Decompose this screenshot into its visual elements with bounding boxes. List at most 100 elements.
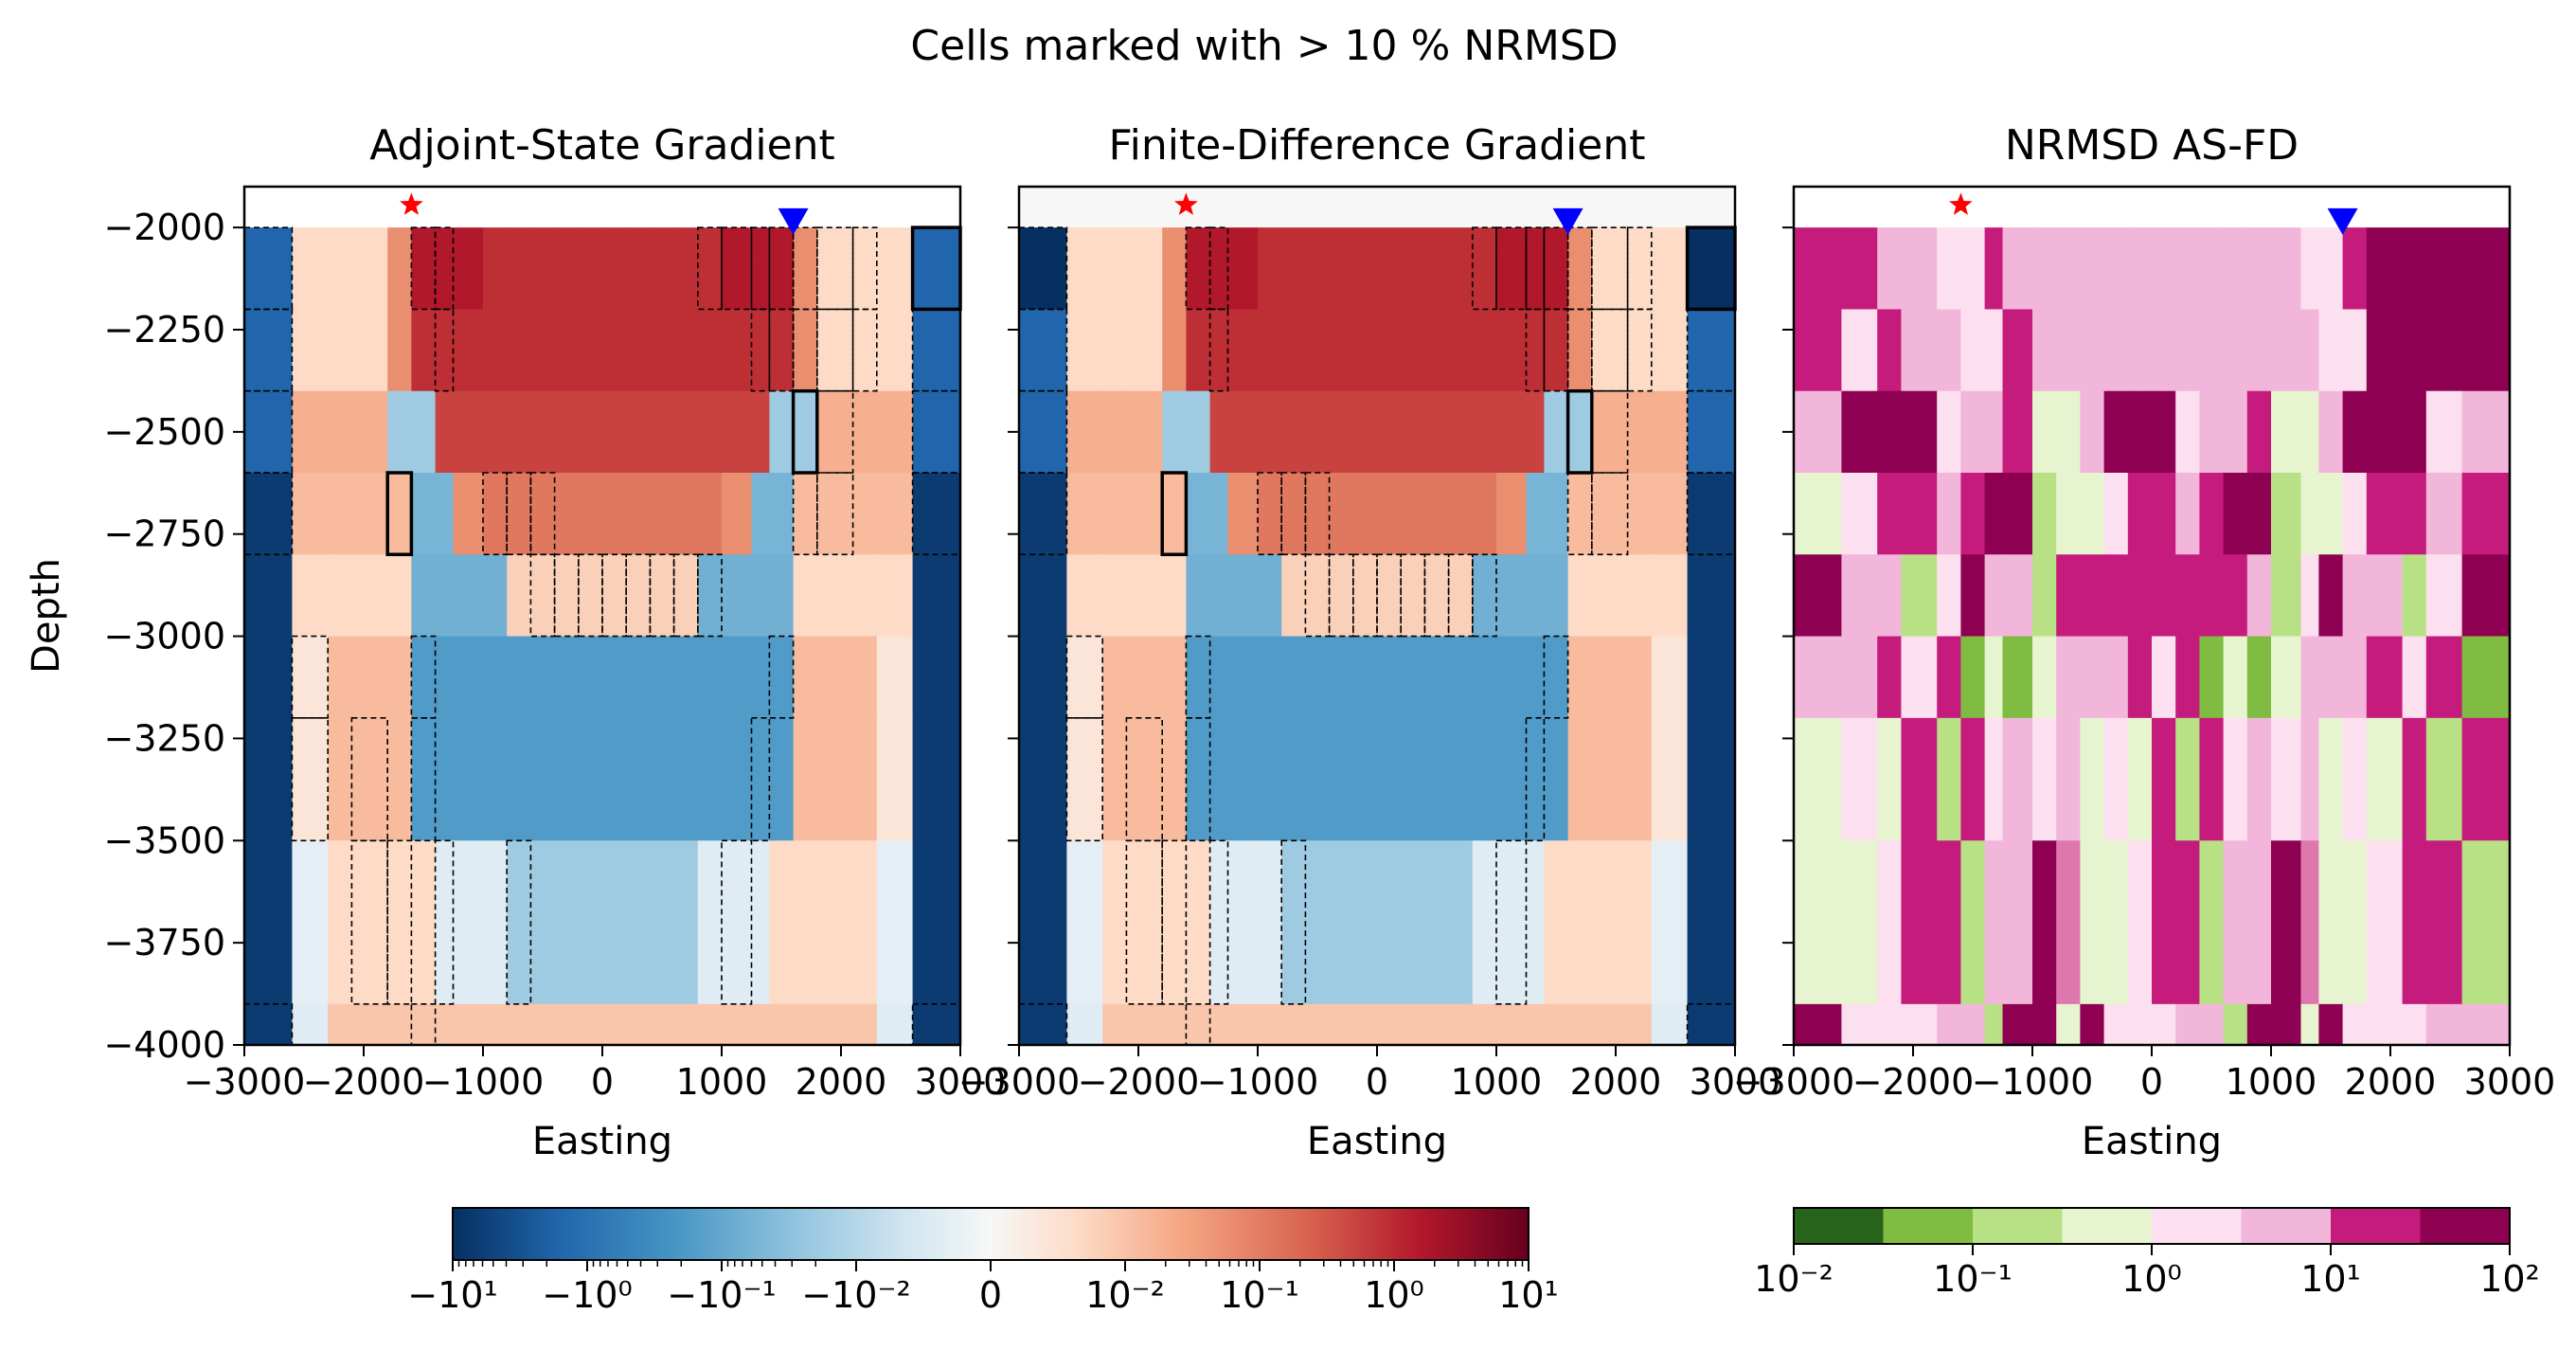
heatmap-cell [1984,840,2003,1005]
highlight-box [750,226,771,311]
heatmap-cell [1126,840,1163,1005]
heatmap-cell [1901,717,1938,841]
heatmap-cell [292,717,329,841]
heatmap-cell [1544,390,1569,474]
heatmap-cell [411,473,437,555]
heatmap-cell [1019,717,1067,841]
heatmap-cell [2152,554,2176,638]
heatmap-cell [1877,390,1902,474]
heatmap-cell [1937,309,1961,392]
y-ticks [1008,226,1019,1046]
heatmap-cell [244,1003,293,1046]
heatmap-cell [1526,1003,1545,1046]
heatmap-cell [530,717,556,841]
heatmap-cell [1424,309,1450,392]
heatmap-cell [1352,554,1378,638]
heatmap-cell [2056,1003,2081,1046]
heatmap-cell [1937,636,1961,719]
x-tick-label: 1000 [1451,1061,1543,1103]
heatmap-cell [1352,227,1378,310]
heatmap-cell [1937,840,1961,1005]
x-axis-label: Easting [1307,1120,1447,1163]
heatmap-cell [578,636,603,719]
x-tick-label: −2000 [303,1061,425,1103]
heatmap-cell [2402,227,2427,310]
heatmap-cell [2342,227,2368,310]
x-tick-label: 0 [591,1061,614,1103]
highlight-box [1208,226,1229,311]
heatmap-cell [1591,309,1629,392]
heatmap-cell [1472,554,1497,638]
heatmap-cell [1526,636,1545,719]
y-tick-label: −2750 [103,513,225,555]
heatmap-cell [1102,309,1127,392]
highlight-box [1472,553,1497,638]
heatmap-cell [2175,227,2200,310]
highlight-box [768,308,795,392]
heatmap-cell [1448,717,1474,841]
heatmap-cell [1651,1003,1689,1046]
heatmap-cell [507,227,531,310]
heatmap-cell [554,554,580,638]
heatmap-cell [1472,717,1497,841]
heatmap-cell [328,309,352,392]
heatmap-cell [2402,390,2427,474]
heatmap-cell [2366,309,2404,392]
heatmap-cell [2402,636,2427,719]
heatmap-cell [751,554,770,638]
heatmap-cell [1651,554,1689,638]
heatmap-cell [2032,473,2057,555]
heatmap-cell [2461,473,2511,555]
heatmap-cell [2461,1003,2511,1046]
heatmap-cell [1472,309,1497,392]
heatmap-cell [292,636,329,719]
heatmap-cell [852,1003,878,1046]
highlight-box [1447,553,1474,638]
heatmap-cell [1448,840,1474,1005]
heatmap-cell [483,840,508,1005]
heatmap-cell [411,227,437,310]
heatmap-cell [602,309,627,392]
heatmap-cell [1526,227,1545,310]
heatmap-cell [1496,554,1527,638]
heatmap-cell [411,554,437,638]
heatmap-cell [2032,1003,2057,1046]
heatmap-cell [602,554,627,638]
heatmap-cell [1305,636,1331,719]
heatmap-cell [2300,1003,2319,1046]
heatmap-cells [1794,187,2511,1046]
heatmap-cell [816,473,854,555]
heatmap-cell [2056,473,2081,555]
heatmap-cell [1401,636,1425,719]
heatmap-cell [507,840,531,1005]
heatmap-cell [1227,473,1259,555]
heatmap-cell [673,636,699,719]
heatmap-cell [697,840,723,1005]
heatmap-cell [1591,1003,1629,1046]
heatmap-cell [697,636,723,719]
x-tick-label: 1000 [2226,1061,2317,1103]
heatmap-cell [2318,473,2344,555]
heatmap-cell [1401,554,1425,638]
highlight-box [482,472,509,556]
heatmap-cell [1841,227,1878,310]
heatmap-cell [328,636,352,719]
heatmap-cell [1329,554,1354,638]
heatmap-cell [2300,636,2319,719]
heatmap-cell [1281,636,1306,719]
heatmap-cell [2318,636,2344,719]
heatmap-cell [1937,390,1961,474]
heatmap-cell [2056,309,2081,392]
heatmap-cell [1984,554,2003,638]
heatmap-cell [1651,717,1689,841]
heatmap-cell [578,309,603,392]
heatmap-cell [554,473,580,555]
heatmap-cell [697,227,723,310]
colorbar-tick-label: 10⁻² [1085,1274,1165,1316]
heatmap-cell [1526,390,1545,474]
heatmap-cell [1901,840,1938,1005]
heatmap-cell [2366,554,2404,638]
heatmap-cell [912,554,961,638]
heatmap-cell [769,309,795,392]
heatmap-cell [1841,1003,1878,1046]
